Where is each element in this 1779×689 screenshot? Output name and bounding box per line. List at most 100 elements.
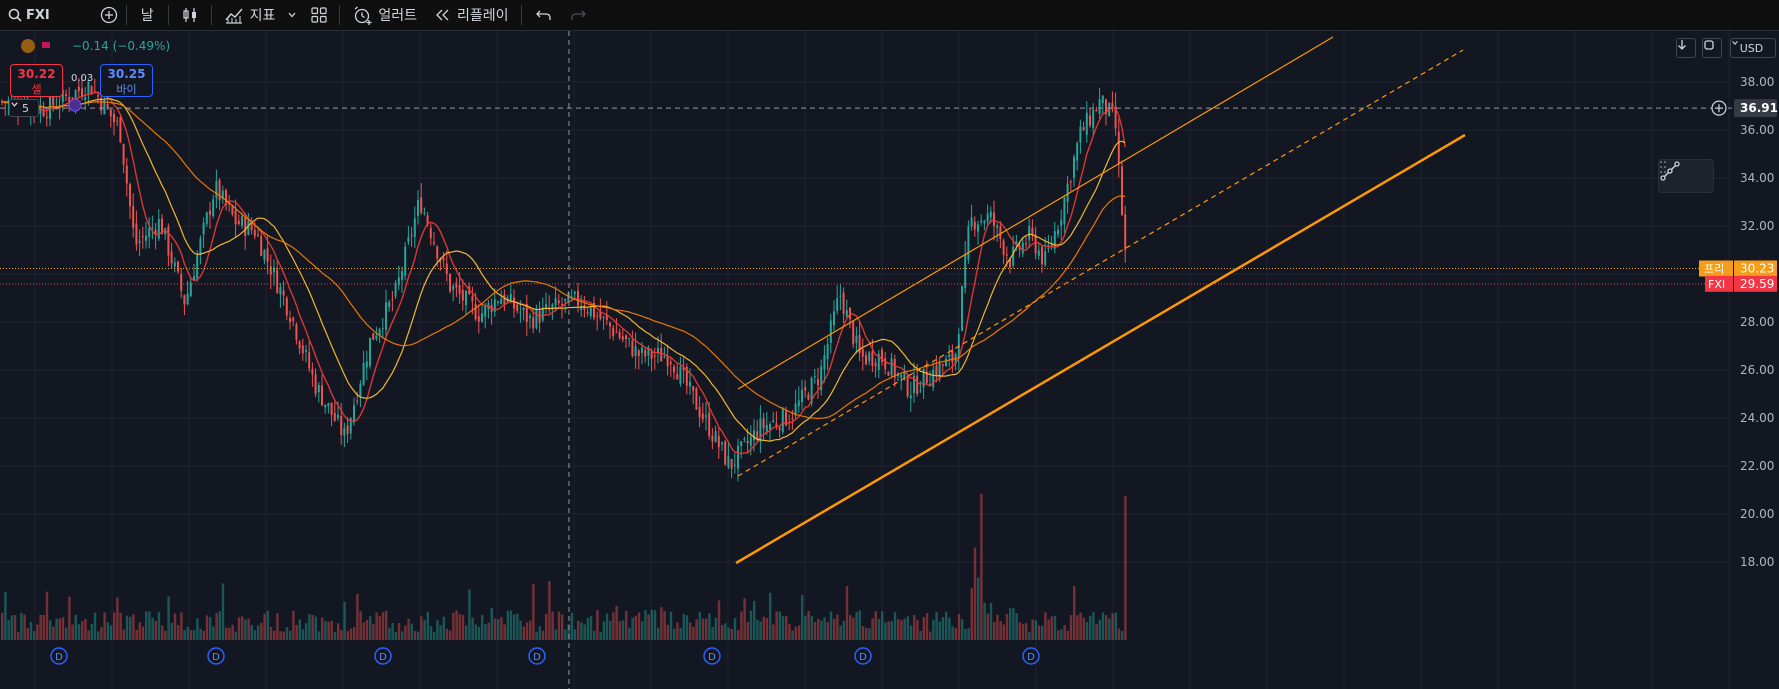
candle-body xyxy=(189,282,192,297)
candle-body xyxy=(657,348,659,353)
volume-bar xyxy=(922,617,925,640)
download-button[interactable] xyxy=(1676,38,1696,58)
volume-bar xyxy=(865,627,868,640)
volume-bar xyxy=(1050,616,1053,640)
sell-button[interactable]: 30.22 셀 xyxy=(10,64,63,97)
refresh-button[interactable] xyxy=(1702,38,1722,58)
volume-bar xyxy=(842,620,845,640)
volume-bar xyxy=(999,620,1002,640)
volume-bar xyxy=(221,583,225,640)
volume-bar xyxy=(298,619,301,640)
candle-body xyxy=(583,305,586,310)
volume-bar xyxy=(852,617,855,640)
volume-bar xyxy=(154,620,157,640)
floating-drawing-toolbar[interactable] xyxy=(1658,159,1714,193)
candle-body xyxy=(445,263,448,274)
candle-body xyxy=(1005,254,1008,256)
volume-bar xyxy=(241,616,244,640)
buy-button[interactable]: 30.25 바이 xyxy=(100,64,153,97)
candle-body xyxy=(516,304,519,311)
dividend-marker xyxy=(50,647,68,665)
pre-market-price-box xyxy=(1734,260,1777,277)
candle-body xyxy=(609,322,611,327)
candle-body xyxy=(586,312,589,314)
interval-button[interactable]: 날 xyxy=(141,0,154,31)
volume-bar xyxy=(570,612,573,640)
candle-body xyxy=(621,336,624,340)
candle-body xyxy=(650,351,653,359)
alert-button[interactable]: 얼러트 xyxy=(352,0,417,31)
volume-bar xyxy=(381,612,385,640)
candle-body xyxy=(407,237,410,243)
redo-button[interactable] xyxy=(570,0,586,31)
chart-type-button[interactable] xyxy=(181,0,199,31)
crosshair-price-label: 36.91 xyxy=(1740,101,1778,115)
volume-bar xyxy=(1044,612,1047,640)
replay-button[interactable]: 리플레이 xyxy=(435,0,509,31)
volume-bar xyxy=(23,614,26,640)
volume-bar xyxy=(605,613,609,640)
volume-bar xyxy=(1114,612,1117,640)
indicator-legend-icons[interactable] xyxy=(2,36,54,54)
candle-body xyxy=(433,242,435,244)
volume-bar xyxy=(1009,608,1012,640)
volume-bar xyxy=(100,627,103,640)
candle-body xyxy=(84,97,87,101)
candle-body xyxy=(1037,250,1040,257)
volume-bar xyxy=(714,617,717,640)
candle-body xyxy=(279,287,282,295)
layout-button[interactable] xyxy=(311,0,328,31)
volume-bar xyxy=(484,624,487,640)
volume-bar xyxy=(429,626,433,640)
volume-bar xyxy=(967,628,970,640)
candle-body xyxy=(161,218,163,235)
candle-body xyxy=(916,375,919,394)
candle-body xyxy=(941,364,944,366)
candle-body xyxy=(823,355,826,370)
candle-body xyxy=(593,302,595,318)
templates-dropdown[interactable] xyxy=(287,0,297,31)
buy-label: 바이 xyxy=(116,83,137,96)
candle-body xyxy=(343,428,346,436)
volume-bar xyxy=(372,624,375,640)
volume-bar xyxy=(183,629,186,640)
candle-body xyxy=(1,100,3,102)
volume-bar xyxy=(42,614,45,640)
candle-body xyxy=(404,246,407,276)
volume-bars xyxy=(1,493,1127,640)
volume-bar xyxy=(365,619,369,640)
symbol-search[interactable]: FXI xyxy=(8,0,50,31)
dividend-marker xyxy=(207,647,225,665)
compare-button[interactable] xyxy=(100,0,118,31)
volume-bar xyxy=(900,620,903,640)
volume-bar xyxy=(1012,608,1015,640)
candle-body xyxy=(471,296,474,302)
candle-body xyxy=(1114,106,1117,129)
candle-body xyxy=(852,321,855,345)
candle-body xyxy=(455,282,458,288)
candle-body xyxy=(1009,259,1011,268)
volume-bar xyxy=(1018,622,1021,640)
volume-bar xyxy=(244,619,247,640)
volume-bar xyxy=(1079,612,1082,640)
volume-bar xyxy=(993,621,996,640)
candle-body xyxy=(385,302,387,330)
volume-bar xyxy=(529,620,532,640)
indicators-button[interactable]: 지표 xyxy=(224,0,275,31)
candle-body xyxy=(689,381,691,387)
candle-body xyxy=(730,458,733,469)
volume-bar xyxy=(225,627,228,640)
candle-body xyxy=(1025,243,1027,245)
volume-bar xyxy=(282,631,285,640)
volume-bar xyxy=(1015,613,1018,640)
volume-bar xyxy=(257,625,260,640)
volume-bar xyxy=(839,625,842,640)
candle-body xyxy=(762,418,765,429)
volume-bar xyxy=(26,627,29,640)
toolbar-divider xyxy=(339,5,341,25)
legend-collapse-button[interactable]: 5 xyxy=(9,99,39,117)
undo-button[interactable] xyxy=(535,0,552,31)
currency-selector[interactable]: USD xyxy=(1730,38,1776,58)
